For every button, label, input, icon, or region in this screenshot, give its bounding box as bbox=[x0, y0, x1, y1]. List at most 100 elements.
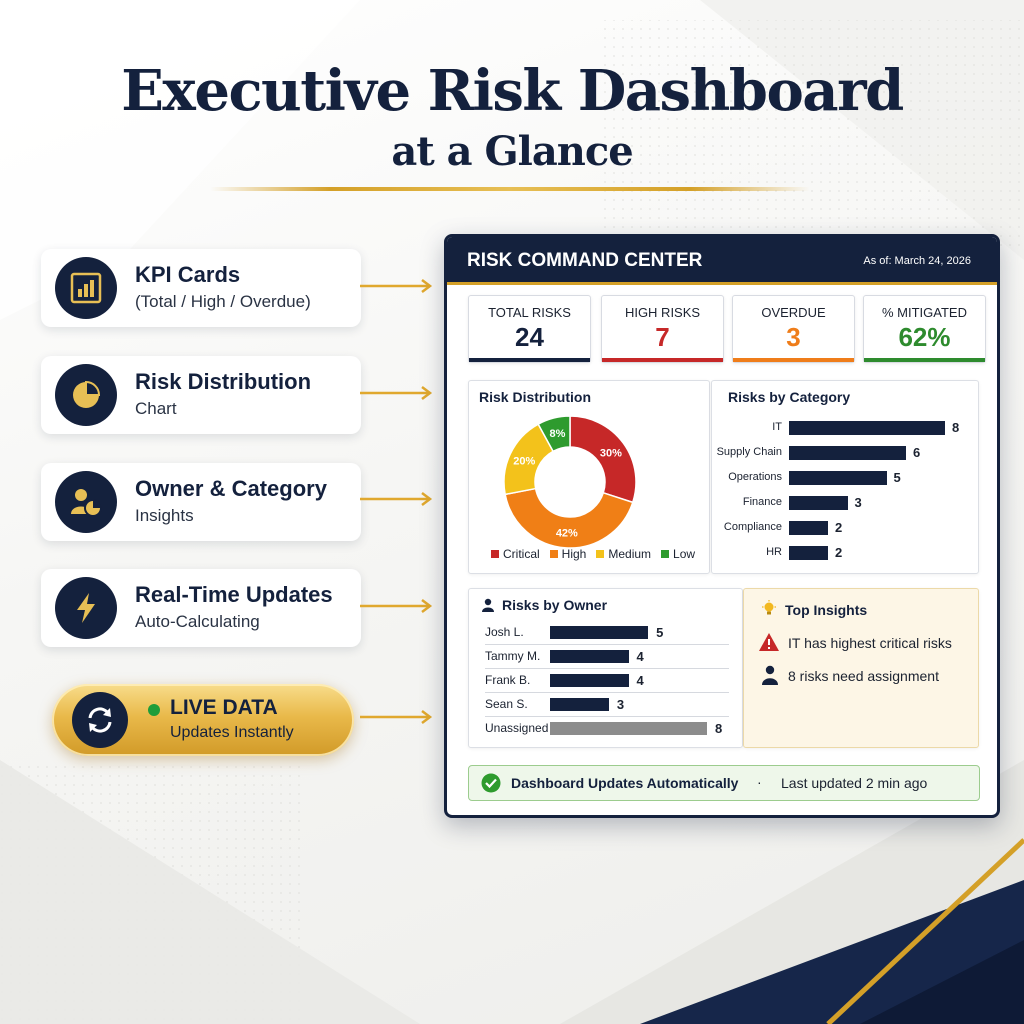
owner-value: 8 bbox=[715, 721, 723, 736]
as-of-date: As of: March 24, 2026 bbox=[863, 255, 971, 267]
category-bar-chart: IT 8 Supply Chain 6 Operations 5 Finance 3 Compl… bbox=[712, 381, 980, 575]
feature-kpi-cards: KPI Cards (Total / High / Overdue) bbox=[41, 249, 361, 327]
arrow-icon bbox=[360, 492, 433, 506]
live-status-dot bbox=[148, 704, 160, 716]
feature-subtitle: (Total / High / Overdue) bbox=[135, 292, 311, 311]
category-bar[interactable] bbox=[789, 471, 887, 485]
kpi-value: 62% bbox=[898, 322, 951, 352]
kpi-total-risks[interactable]: TOTAL RISKS 24 bbox=[468, 295, 591, 363]
legend-item: High bbox=[549, 547, 587, 561]
donut-slice-high[interactable] bbox=[504, 487, 634, 549]
feature-risk-distribution: Risk Distribution Chart bbox=[41, 356, 361, 434]
live-title: LIVE DATA bbox=[170, 696, 278, 719]
row-divider bbox=[485, 668, 729, 669]
owner-value: 4 bbox=[636, 673, 644, 688]
category-bar[interactable] bbox=[789, 496, 848, 510]
live-data-badge: LIVE DATA Updates Instantly bbox=[52, 684, 354, 756]
lightning-icon bbox=[55, 577, 117, 639]
status-separator: · bbox=[757, 774, 762, 790]
owner-label: Unassigned bbox=[485, 721, 549, 735]
owner-chart-icon bbox=[55, 471, 117, 533]
risks-by-owner-panel: Risks by Owner Josh L. 5 Tammy M. 4 Frank B.… bbox=[468, 588, 743, 748]
owner-label: Josh L. bbox=[485, 625, 524, 639]
owner-value: 5 bbox=[656, 625, 664, 640]
category-bar[interactable] bbox=[789, 421, 945, 435]
donut-slice-label: 42% bbox=[556, 527, 578, 539]
feature-subtitle: Insights bbox=[135, 506, 194, 525]
kpi-percent-mitigated[interactable]: % MITIGATED 62% bbox=[863, 295, 986, 363]
kpi-label: TOTAL RISKS bbox=[488, 305, 571, 320]
owner-label: Sean S. bbox=[485, 697, 528, 711]
category-bar[interactable] bbox=[789, 521, 828, 535]
legend-label: High bbox=[561, 547, 587, 561]
kpi-accent-bar bbox=[733, 358, 854, 362]
panel-title: Top Insights bbox=[785, 602, 868, 618]
kpi-accent-bar bbox=[602, 358, 723, 362]
category-bar[interactable] bbox=[789, 446, 906, 460]
feature-title: Owner & Category bbox=[135, 476, 327, 501]
category-bar[interactable] bbox=[789, 546, 828, 560]
refresh-icon bbox=[72, 692, 128, 748]
kpi-value: 3 bbox=[786, 322, 801, 352]
donut-slice-critical[interactable] bbox=[569, 415, 637, 504]
category-label: Compliance bbox=[723, 521, 782, 533]
owner-bar[interactable] bbox=[550, 698, 609, 711]
pie-chart-icon bbox=[55, 364, 117, 426]
category-label: HR bbox=[766, 546, 782, 558]
kpi-label: % MITIGATED bbox=[882, 305, 967, 320]
kpi-value: 7 bbox=[655, 322, 670, 352]
legend-item: Medium bbox=[596, 547, 651, 561]
kpi-accent-bar bbox=[864, 358, 985, 362]
feature-subtitle: Chart bbox=[135, 399, 177, 418]
owner-label: Frank B. bbox=[485, 673, 531, 687]
risk-distribution-panel: Risk Distribution 30% 42% 20% 8% Critical H… bbox=[468, 380, 710, 574]
panel-title: Risk Distribution bbox=[479, 389, 592, 405]
feature-real-time-updates: Real-Time Updates Auto-Calculating bbox=[41, 569, 361, 647]
legend-item: Critical bbox=[491, 547, 540, 561]
owner-value: 4 bbox=[636, 649, 644, 664]
legend-label: Critical bbox=[503, 547, 540, 561]
owner-bar[interactable] bbox=[550, 674, 629, 687]
arrow-icon bbox=[360, 710, 433, 724]
feature-subtitle: Auto-Calculating bbox=[135, 612, 260, 631]
insight-text: 8 risks need assignment bbox=[788, 668, 939, 684]
kpi-label: HIGH RISKS bbox=[624, 305, 701, 320]
category-value: 2 bbox=[835, 545, 843, 560]
row-divider bbox=[485, 644, 729, 645]
warning-icon bbox=[759, 633, 779, 651]
feature-title: Real-Time Updates bbox=[135, 582, 333, 607]
owner-bar[interactable] bbox=[550, 626, 649, 639]
risks-by-category-panel: Risks by Category IT 8 Supply Chain 6 Operat… bbox=[711, 380, 979, 574]
row-divider bbox=[485, 692, 729, 693]
dashboard-title: RISK COMMAND CENTER bbox=[467, 250, 703, 271]
legend-label: Low bbox=[673, 547, 696, 561]
donut-slice-label: 30% bbox=[600, 447, 622, 459]
lightbulb-icon bbox=[762, 600, 776, 615]
dashboard-header: RISK COMMAND CENTER As of: March 24, 202… bbox=[447, 237, 997, 285]
owner-bar[interactable] bbox=[550, 722, 707, 735]
row-divider bbox=[485, 716, 729, 717]
risk-distribution-donut: 30% 42% 20% 8% bbox=[503, 415, 637, 549]
risk-command-center: RISK COMMAND CENTER As of: March 24, 202… bbox=[444, 234, 1000, 818]
kpi-label: OVERDUE bbox=[761, 305, 826, 320]
page-title: Executive Risk Dashboard bbox=[121, 58, 904, 124]
category-label: Supply Chain bbox=[716, 446, 782, 458]
category-label: Operations bbox=[728, 471, 782, 483]
arrow-icon bbox=[360, 279, 433, 293]
top-insights-panel: Top Insights IT has highest critical ris… bbox=[743, 588, 979, 748]
kpi-overdue[interactable]: OVERDUE 3 bbox=[732, 295, 855, 363]
insight-text: IT has highest critical risks bbox=[788, 635, 952, 651]
owner-bar[interactable] bbox=[550, 650, 629, 663]
owner-value: 3 bbox=[616, 697, 625, 712]
donut-slice-label: 8% bbox=[549, 428, 565, 440]
kpi-value: 24 bbox=[515, 322, 544, 352]
panel-title: Risks by Owner bbox=[502, 597, 608, 613]
kpi-accent-bar bbox=[469, 358, 590, 362]
donut-slice-low[interactable] bbox=[537, 415, 571, 453]
person-icon bbox=[762, 665, 778, 685]
owner-label: Tammy M. bbox=[485, 649, 541, 663]
feature-title: Risk Distribution bbox=[135, 369, 312, 394]
category-value: 8 bbox=[952, 420, 960, 435]
kpi-high-risks[interactable]: HIGH RISKS 7 bbox=[601, 295, 724, 363]
arrow-icon bbox=[360, 386, 433, 400]
